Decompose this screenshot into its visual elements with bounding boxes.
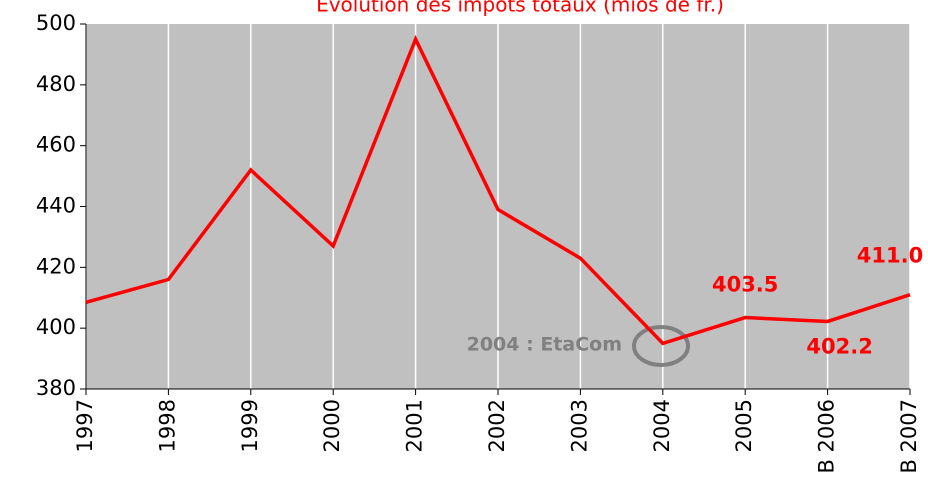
line bbox=[85, 34, 911, 346]
annotation: 2004 : EtaCom bbox=[467, 334, 622, 356]
x-tick-label: 1998 bbox=[155, 399, 179, 452]
data-label: 403.5 bbox=[712, 273, 778, 297]
chart-title: Evolution des impôts totaux (mios de fr.… bbox=[316, 0, 724, 17]
data-label: 411.0 bbox=[857, 244, 923, 268]
y-tick-label: 480 bbox=[36, 72, 76, 96]
y-tick-label: 460 bbox=[36, 133, 76, 157]
y-tick-label: 500 bbox=[36, 11, 76, 35]
x-tick-label: 2001 bbox=[403, 399, 427, 452]
x-tick-label: 2005 bbox=[732, 399, 756, 452]
y-tick-label: 400 bbox=[36, 315, 76, 339]
x-tick-label: B 2007 bbox=[897, 399, 921, 474]
y-tick-label: 440 bbox=[36, 194, 76, 218]
x-tick-label: 1997 bbox=[73, 399, 97, 452]
y-tick-label: 420 bbox=[36, 254, 76, 278]
x-tick-label: 2002 bbox=[485, 399, 509, 452]
x-tick-label: 2000 bbox=[320, 399, 344, 452]
x-tick-label: 2003 bbox=[567, 399, 591, 452]
x-tick-label: B 2006 bbox=[815, 399, 839, 474]
x-tick-label: 1999 bbox=[238, 399, 262, 452]
y-tick-label: 380 bbox=[36, 376, 76, 400]
data-label: 402.2 bbox=[806, 334, 872, 358]
annotation-circle bbox=[632, 325, 690, 367]
x-tick-label: 2004 bbox=[650, 399, 674, 452]
